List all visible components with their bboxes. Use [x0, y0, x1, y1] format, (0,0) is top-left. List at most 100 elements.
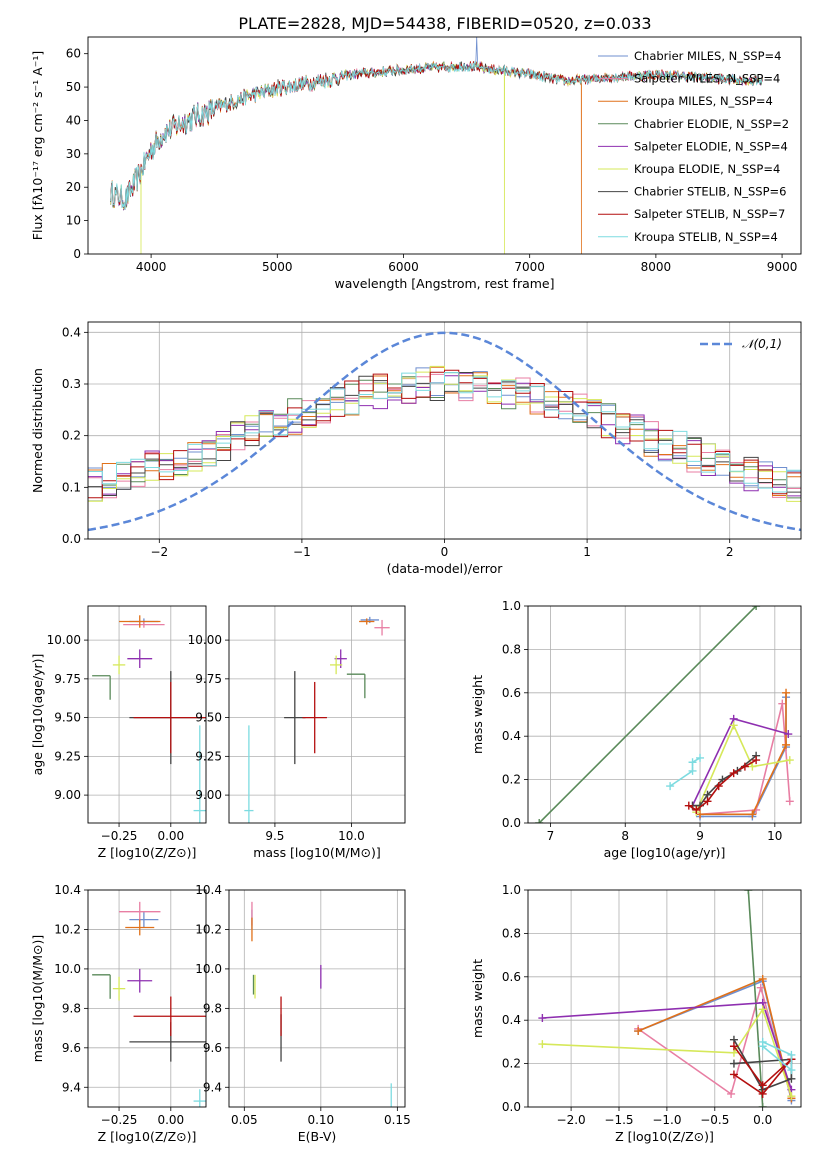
y-tick-label: 9.4: [203, 1080, 222, 1094]
panel-age-vs-z: −0.25 0.00 9.00 9.25 9.50 9.75 10.00 Z [log10(Z…: [30, 605, 207, 860]
errorbar-point-kroupa-elodie: [112, 976, 126, 1001]
gridlines: [88, 889, 206, 1107]
errorbar-point-kroupa-elodie: [330, 655, 343, 675]
errorbar-point-chabrier-elodie: [346, 673, 366, 699]
weight-marker: [782, 740, 791, 749]
errorbar-point-kroupa-miles: [119, 615, 161, 628]
y-tick-label: 9.6: [62, 1041, 81, 1055]
x-tick-label: 7000: [514, 260, 545, 274]
x-axis-label: Z [log10(Z/Z⊙)]: [98, 845, 197, 860]
x-axis-label: Z [log10(Z/Z⊙)]: [98, 1129, 197, 1144]
weight-marker: [666, 782, 675, 791]
weight-marker: [684, 801, 693, 810]
spectrum-line-kroupa-stelib: [110, 60, 763, 210]
weight-marker: [758, 1005, 767, 1014]
x-tick-label: 9: [696, 829, 704, 843]
errorbar-point-salpeter-miles: [123, 621, 165, 628]
plot-area: [251, 901, 392, 1107]
weight-marker: [714, 782, 723, 791]
plot-area: [88, 331, 801, 532]
x-tick-label: −1: [293, 545, 311, 559]
weight-marker: [787, 1074, 796, 1083]
weight-marker: [748, 810, 757, 819]
y-tick-label: 0.8: [502, 642, 521, 656]
weight-series-salpeter-stelib: [684, 756, 761, 814]
spectrum-line-kroupa-miles: [110, 60, 763, 254]
x-tick-label: 0: [441, 545, 449, 559]
weight-marker: [752, 756, 761, 765]
legend-label: Chabrier MILES, N_SSP=4: [634, 49, 781, 63]
y-axis-label: mass [log10(M/M⊙)]: [30, 935, 45, 1063]
weight-marker: [729, 769, 738, 778]
axes-frame: [527, 889, 802, 1108]
weight-marker: [782, 688, 791, 697]
x-axis-label: wavelength [Angstrom, rest frame]: [334, 276, 554, 291]
axes-frame: [87, 605, 207, 824]
weight-marker: [740, 762, 749, 771]
legend-label: Salpeter ELODIE, N_SSP=4: [634, 139, 788, 153]
y-tick-label: 0.2: [502, 1057, 521, 1071]
weight-marker: [787, 1092, 796, 1101]
x-tick-label: 0.15: [384, 1113, 411, 1127]
legend-label: Kroupa MILES, N_SSP=4: [634, 94, 773, 108]
plot-area: [535, 606, 794, 823]
x-tick-label: −2: [150, 545, 168, 559]
weight-marker: [538, 1040, 547, 1049]
weight-line: [538, 606, 757, 823]
histogram-kroupa-stelib: [88, 372, 801, 493]
errorbar-point-chabrier-elodie: [92, 974, 111, 999]
weight-marker: [784, 730, 793, 739]
y-tick-label: 9.50: [54, 711, 81, 725]
y-axis-label: mass weight: [470, 959, 485, 1038]
weight-marker: [756, 983, 765, 992]
legend: 𝒩(0,1): [700, 337, 782, 351]
weight-line: [700, 697, 787, 818]
errorbar-point-kroupa-stelib: [244, 725, 254, 823]
errorbar-point-salpeter-elodie: [127, 649, 153, 668]
panel-weight-vs-z: −2.0 −1.5 −1.0 −0.5 0.0 0.0 0.2 0.4 0.6 0.8 1.0 Z […: [470, 883, 802, 1144]
y-tick-label: 9.4: [62, 1080, 81, 1094]
x-tick-label: 5000: [262, 260, 293, 274]
y-tick-label: 0.6: [502, 686, 521, 700]
gridlines: [88, 322, 801, 540]
y-tick-label: 10.00: [188, 633, 222, 647]
y-tick-label: 9.8: [203, 1001, 222, 1015]
plot-area: [110, 37, 763, 254]
errorbar-point-chabrier-miles: [129, 911, 159, 928]
y-tick-label: 10.0: [195, 962, 222, 976]
y-tick-label: 10.2: [54, 922, 81, 936]
weight-marker: [729, 1070, 738, 1079]
axes-frame: [87, 889, 207, 1108]
x-tick-label: 0.00: [157, 829, 184, 843]
axes-frame: [228, 605, 406, 824]
y-tick-label: 0.4: [502, 1013, 521, 1027]
x-tick-label: 0.05: [231, 1113, 258, 1127]
errorbar-point-salpeter-miles: [119, 901, 161, 922]
plot-area: [92, 615, 206, 823]
axes-frame: [527, 605, 802, 824]
errorbar-point-salpeter-miles: [374, 619, 390, 636]
legend-label: Salpeter MILES, N_SSP=4: [634, 72, 780, 86]
y-tick-label: 20: [66, 180, 81, 194]
weight-marker: [729, 721, 738, 730]
y-tick-label: 0: [73, 247, 81, 261]
weight-series-chabrier-elodie: [535, 606, 761, 823]
y-axis-label: age [log10(age/yr)]: [30, 654, 45, 776]
y-tick-label: 0.0: [502, 816, 521, 830]
figure-title: PLATE=2828, MJD=54438, FIBERID=0520, z=0…: [238, 14, 651, 33]
x-tick-label: 0.0: [753, 1113, 772, 1127]
weight-marker: [538, 1014, 547, 1023]
weight-marker: [692, 805, 701, 814]
y-tick-label: 0.4: [502, 729, 521, 743]
y-tick-label: 9.00: [54, 788, 81, 802]
weight-line: [747, 890, 764, 1107]
x-tick-label: −0.5: [700, 1113, 729, 1127]
errorbar-point-salpeter-elodie: [127, 968, 153, 993]
x-tick-label: 10.0: [338, 829, 365, 843]
weight-marker: [758, 1081, 767, 1090]
weight-marker: [787, 1066, 796, 1075]
errorbar-point-chabrier-stelib: [284, 671, 306, 765]
weight-series-kroupa-elodie: [538, 1005, 796, 1101]
y-tick-label: 0.3: [62, 377, 81, 391]
y-tick-label: 9.75: [54, 672, 81, 686]
